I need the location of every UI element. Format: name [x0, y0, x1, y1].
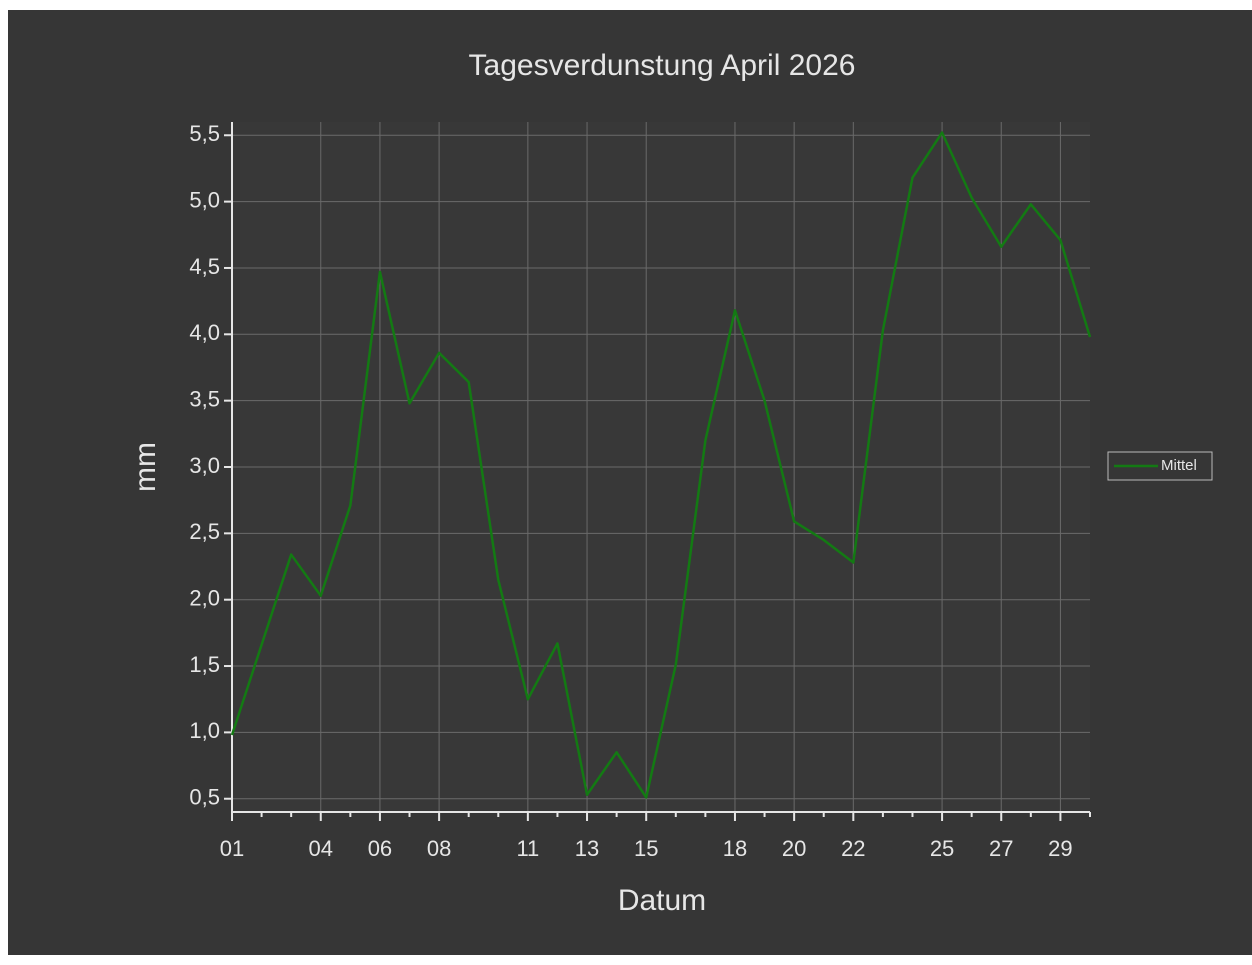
- y-tick-label: 4,5: [189, 254, 220, 279]
- x-tick-label: 22: [841, 836, 865, 861]
- y-tick-label: 5,0: [189, 187, 220, 212]
- y-tick-label: 5,5: [189, 121, 220, 146]
- data-line: [230, 131, 1092, 799]
- y-tick-label: 1,0: [189, 718, 220, 743]
- legend-label: Mittel: [1161, 457, 1197, 474]
- y-tick-label: 0,5: [189, 785, 220, 810]
- x-tick-label: 06: [368, 836, 392, 861]
- x-tick-label: 18: [723, 836, 747, 861]
- x-tick-label: 08: [427, 836, 451, 861]
- y-tick-label: 3,0: [189, 453, 220, 478]
- y-axis-label: mm: [129, 442, 162, 492]
- y-tick-label: 2,0: [189, 586, 220, 611]
- chart-title: Tagesverdunstung April 2026: [469, 49, 856, 82]
- x-tick-label: 11: [516, 836, 539, 861]
- y-tick-label: 1,5: [189, 652, 220, 677]
- y-tick-label: 3,5: [189, 386, 220, 411]
- x-tick-label: 27: [989, 836, 1013, 861]
- y-tick-label: 4,0: [189, 320, 220, 345]
- x-tick-label: 04: [309, 836, 333, 861]
- x-tick-label: 15: [634, 836, 658, 861]
- x-tick-label: 29: [1048, 836, 1072, 861]
- x-tick-label: 01: [220, 836, 244, 861]
- x-axis-label: Datum: [618, 884, 706, 917]
- x-tick-label: 20: [782, 836, 806, 861]
- x-tick-label: 13: [575, 836, 599, 861]
- x-tick-label: 25: [930, 836, 954, 861]
- y-tick-label: 2,5: [189, 519, 220, 544]
